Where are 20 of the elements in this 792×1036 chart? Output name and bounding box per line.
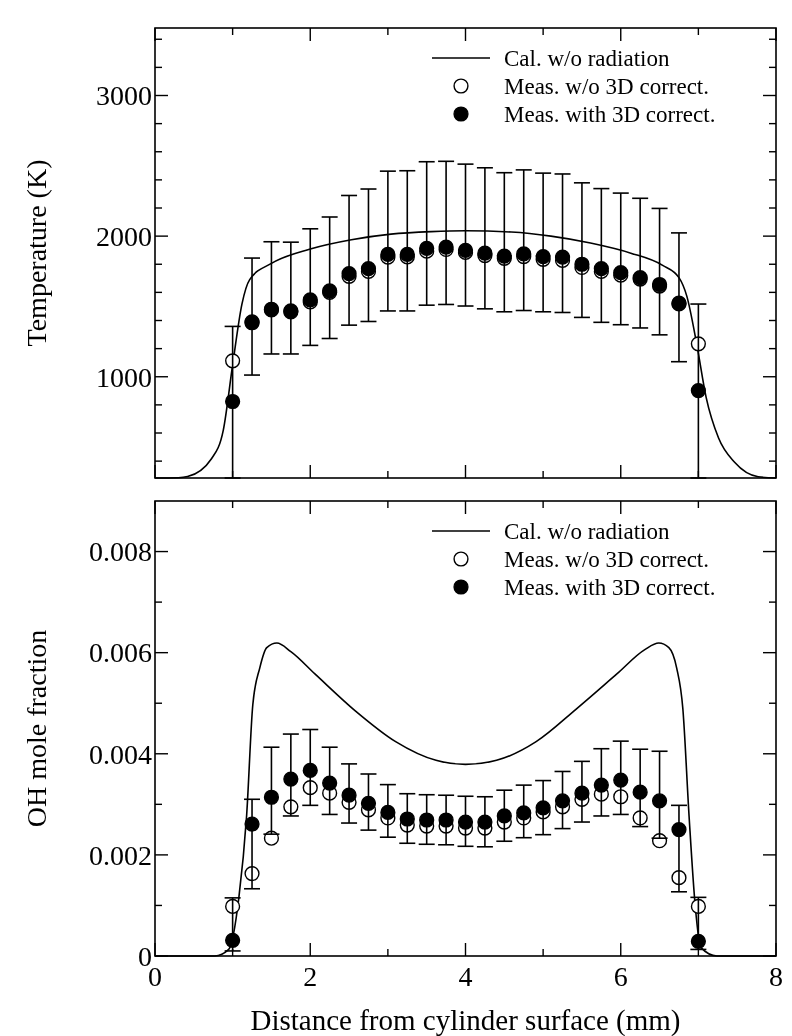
y-tick-label: 0.004 [89, 738, 152, 770]
legend-label: Meas. with 3D correct. [504, 575, 716, 601]
legend-label: Cal. w/o radiation [504, 519, 670, 545]
legend-label: Meas. w/o 3D correct. [504, 547, 710, 573]
x-axis-title: Distance from cylinder surface (mm) [250, 1004, 681, 1036]
y-tick-label: 3000 [96, 80, 152, 112]
y-tick-label: 2000 [96, 220, 152, 252]
y-tick-label: 0.002 [89, 839, 152, 871]
x-tick-label: 4 [458, 961, 473, 992]
y-axis-title: Temperature (K) [21, 159, 52, 347]
x-tick-label: 6 [613, 961, 628, 992]
x-tick-label: 8 [769, 961, 783, 992]
legend-label: Meas. with 3D correct. [504, 102, 716, 128]
y-tick-label: 1000 [96, 361, 152, 393]
legend-label: Meas. w/o 3D correct. [504, 74, 710, 100]
y-tick-label: 0.006 [89, 637, 152, 669]
legend-label: Cal. w/o radiation [504, 46, 670, 72]
x-tick-label: 2 [303, 961, 318, 992]
y-axis-title: OH mole fraction [21, 629, 52, 828]
y-tick-label: 0.008 [89, 536, 152, 568]
